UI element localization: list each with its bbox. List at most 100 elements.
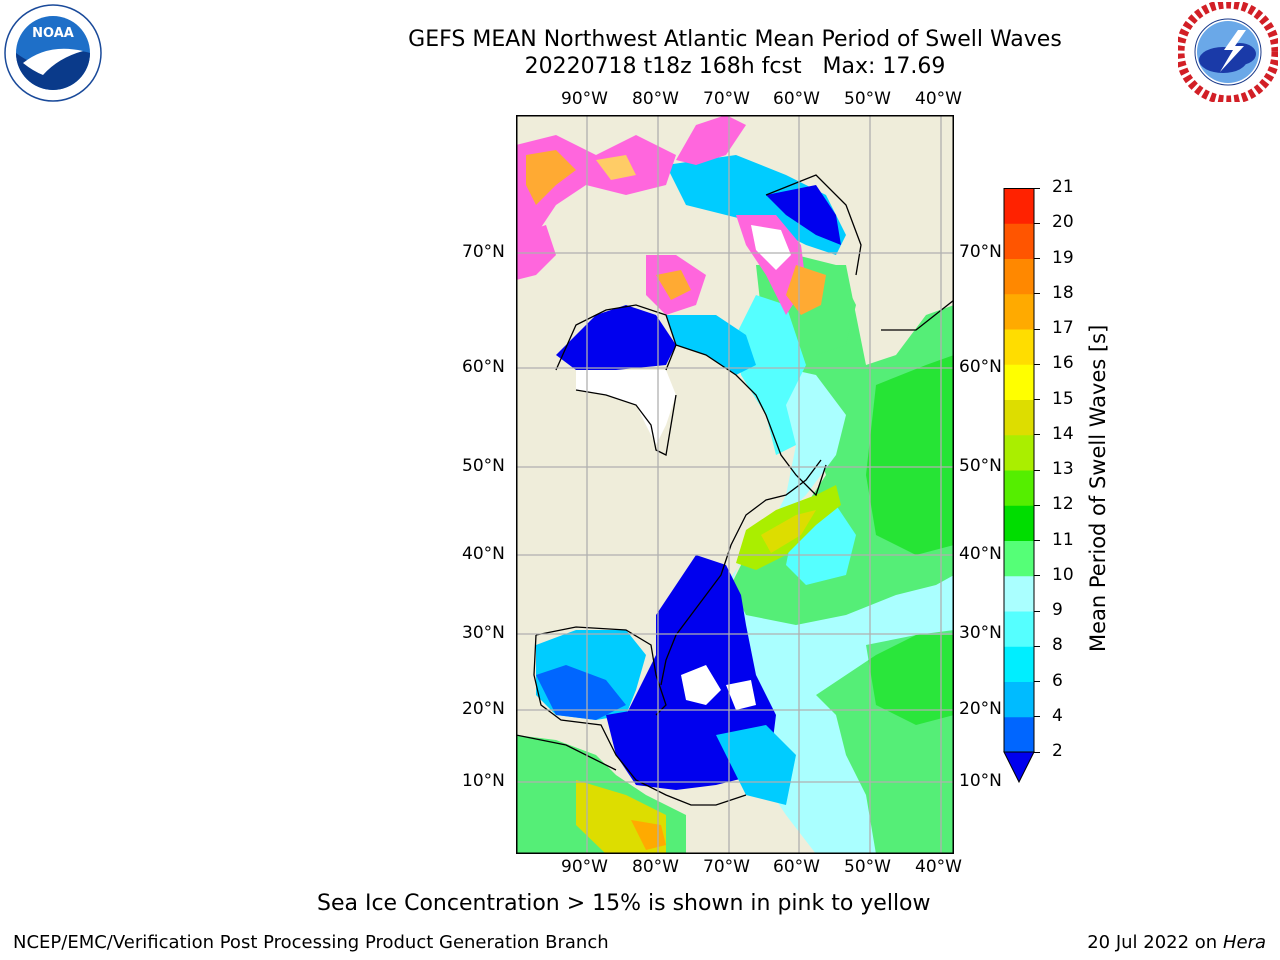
- lon-label-top: 70°W: [703, 89, 750, 109]
- colorbar: [1002, 188, 1036, 784]
- map-frame: [516, 115, 954, 854]
- lon-label-bottom: 40°W: [915, 857, 962, 877]
- colorbar-tick: [1034, 363, 1040, 365]
- colorbar-tick-label: 14: [1052, 423, 1074, 444]
- nws-logo: [1175, 0, 1280, 105]
- swell-field-bahamas-white-2: [726, 680, 756, 710]
- title-line-2: 20220718 t18z 168h fcst Max: 17.69: [524, 54, 946, 79]
- lat-label-right: 50°N: [959, 456, 1002, 476]
- swell-field-green-patch-ne: [866, 355, 954, 555]
- colorbar-tick: [1034, 328, 1040, 330]
- chart-title: GEFS MEAN Northwest Atlantic Mean Period…: [0, 26, 1280, 80]
- lon-label-top: 60°W: [773, 89, 820, 109]
- lat-label-left: 10°N: [462, 771, 505, 791]
- noaa-logo: NOAA: [3, 3, 103, 103]
- colorbar-tick-label: 15: [1052, 388, 1074, 409]
- sea-ice-caption: Sea Ice Concentration > 15% is shown in …: [317, 891, 931, 916]
- colorbar-segment: [1004, 681, 1034, 718]
- footer-left: NCEP/EMC/Verification Post Processing Pr…: [13, 932, 609, 953]
- lon-label-bottom: 70°W: [703, 857, 750, 877]
- colorbar-segment: [1004, 293, 1034, 330]
- colorbar-segment: [1004, 716, 1034, 753]
- swell-field-green-patch-se: [866, 630, 954, 725]
- colorbar-tick: [1034, 293, 1040, 295]
- colorbar-tick-label: 13: [1052, 459, 1074, 479]
- lat-label-left: 40°N: [462, 544, 505, 564]
- sea-ice-arctic: [516, 115, 826, 315]
- lon-label-bottom: 90°W: [561, 857, 608, 877]
- colorbar-segment: [1004, 399, 1034, 436]
- colorbar-tick: [1034, 716, 1040, 718]
- colorbar-tick: [1034, 610, 1040, 612]
- colorbar-tick-label: 17: [1052, 318, 1074, 338]
- swell-field-hudson-bay: [556, 305, 676, 370]
- colorbar-segment: [1004, 505, 1034, 541]
- colorbar-extend-triangle: [1003, 751, 1035, 784]
- colorbar-segment: [1004, 611, 1034, 647]
- colorbar-tick-label: 4: [1052, 705, 1063, 726]
- lat-label-right: 70°N: [959, 242, 1002, 262]
- footer-date: 20 Jul 2022 on: [1087, 932, 1223, 953]
- colorbar-tick-label: 18: [1052, 282, 1074, 303]
- colorbar-segment: [1004, 540, 1034, 577]
- colorbar-tick: [1034, 540, 1040, 541]
- swell-field-caribbean: [606, 705, 756, 790]
- lat-label-right: 30°N: [959, 623, 1002, 643]
- map-panel: [516, 115, 954, 854]
- swell-field-gulf-deep: [536, 665, 626, 720]
- south-america-orange: [631, 820, 666, 850]
- lat-label-right: 20°N: [959, 699, 1002, 719]
- swell-field-labrador: [736, 295, 806, 455]
- colorbar-tick: [1034, 504, 1040, 506]
- colorbar-tick: [1034, 222, 1040, 224]
- footer-machine: Hera: [1222, 932, 1266, 953]
- colorbar-tick: [1034, 645, 1040, 647]
- lat-label-left: 30°N: [462, 623, 505, 643]
- colorbar-tick-label: 2: [1052, 741, 1063, 761]
- title-line-1: GEFS MEAN Northwest Atlantic Mean Period…: [408, 27, 1062, 52]
- lat-label-right: 10°N: [959, 771, 1002, 791]
- colorbar-segment: [1004, 258, 1034, 295]
- swell-field-bahamas-white: [681, 665, 721, 705]
- lon-label-bottom: 60°W: [773, 857, 820, 877]
- lon-label-top: 40°W: [915, 89, 962, 109]
- map-svg: [516, 115, 954, 854]
- colorbar-segment: [1004, 434, 1034, 471]
- colorbar-tick: [1034, 575, 1040, 577]
- lon-label-top: 50°W: [844, 89, 891, 109]
- lat-label-left: 50°N: [462, 456, 505, 476]
- swell-field-baffin-deep: [766, 185, 841, 245]
- lon-label-bottom: 80°W: [632, 857, 679, 877]
- lat-label-left: 70°N: [462, 242, 505, 262]
- colorbar-tick-label: 10: [1052, 564, 1074, 585]
- swell-field-yellow-core: [761, 510, 816, 553]
- colorbar-tick-label: 21: [1052, 177, 1074, 197]
- hudson-strait-cyan: [666, 315, 756, 375]
- graticule: [516, 115, 954, 854]
- colorbar-svg: [1003, 188, 1035, 784]
- colorbar-tick-label: 12: [1052, 494, 1074, 515]
- colorbar-tick-label: 8: [1052, 635, 1063, 656]
- colorbar-title: Mean Period of Swell Waves [s]: [1086, 324, 1110, 652]
- colorbar-segment: [1004, 575, 1034, 612]
- colorbar-tick: [1034, 258, 1040, 259]
- lat-label-right: 60°N: [959, 357, 1002, 377]
- svg-text:NOAA: NOAA: [32, 26, 74, 41]
- colorbar-tick: [1034, 187, 1040, 189]
- lat-label-right: 40°N: [959, 544, 1002, 564]
- colorbar-tick-label: 19: [1052, 247, 1074, 268]
- lon-label-top: 90°W: [561, 89, 608, 109]
- swell-field-cyan-band: [716, 365, 954, 854]
- colorbar-segment: [1004, 646, 1034, 682]
- colorbar-segment: [1004, 329, 1034, 365]
- colorbar-tick-label: 9: [1052, 600, 1063, 620]
- lon-label-top: 80°W: [632, 89, 679, 109]
- coastlines: [516, 174, 954, 806]
- colorbar-tick-label: 11: [1052, 529, 1074, 550]
- colorbar-tick: [1034, 399, 1040, 400]
- colorbar-tick: [1034, 434, 1040, 436]
- colorbar-tick-label: 16: [1052, 353, 1074, 374]
- colorbar-segment: [1004, 470, 1034, 506]
- colorbar-tick: [1034, 469, 1040, 471]
- lat-label-left: 60°N: [462, 357, 505, 377]
